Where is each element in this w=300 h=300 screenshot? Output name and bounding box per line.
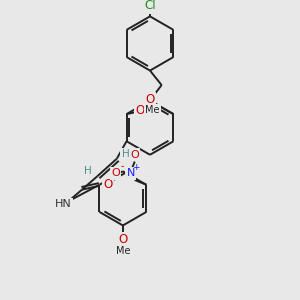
- Text: -: -: [120, 161, 124, 171]
- Text: O: O: [146, 93, 154, 106]
- Text: HN: HN: [55, 199, 72, 209]
- Text: O: O: [111, 168, 120, 178]
- Text: O: O: [118, 233, 128, 247]
- Text: Me: Me: [146, 105, 160, 115]
- Text: O: O: [103, 178, 113, 191]
- Text: O: O: [136, 104, 145, 117]
- Text: O: O: [130, 150, 139, 160]
- Text: Cl: Cl: [144, 0, 156, 12]
- Text: +: +: [132, 163, 140, 172]
- Text: N: N: [127, 168, 135, 178]
- Text: H: H: [84, 166, 92, 176]
- Text: H: H: [122, 149, 129, 159]
- Text: Me: Me: [116, 246, 130, 256]
